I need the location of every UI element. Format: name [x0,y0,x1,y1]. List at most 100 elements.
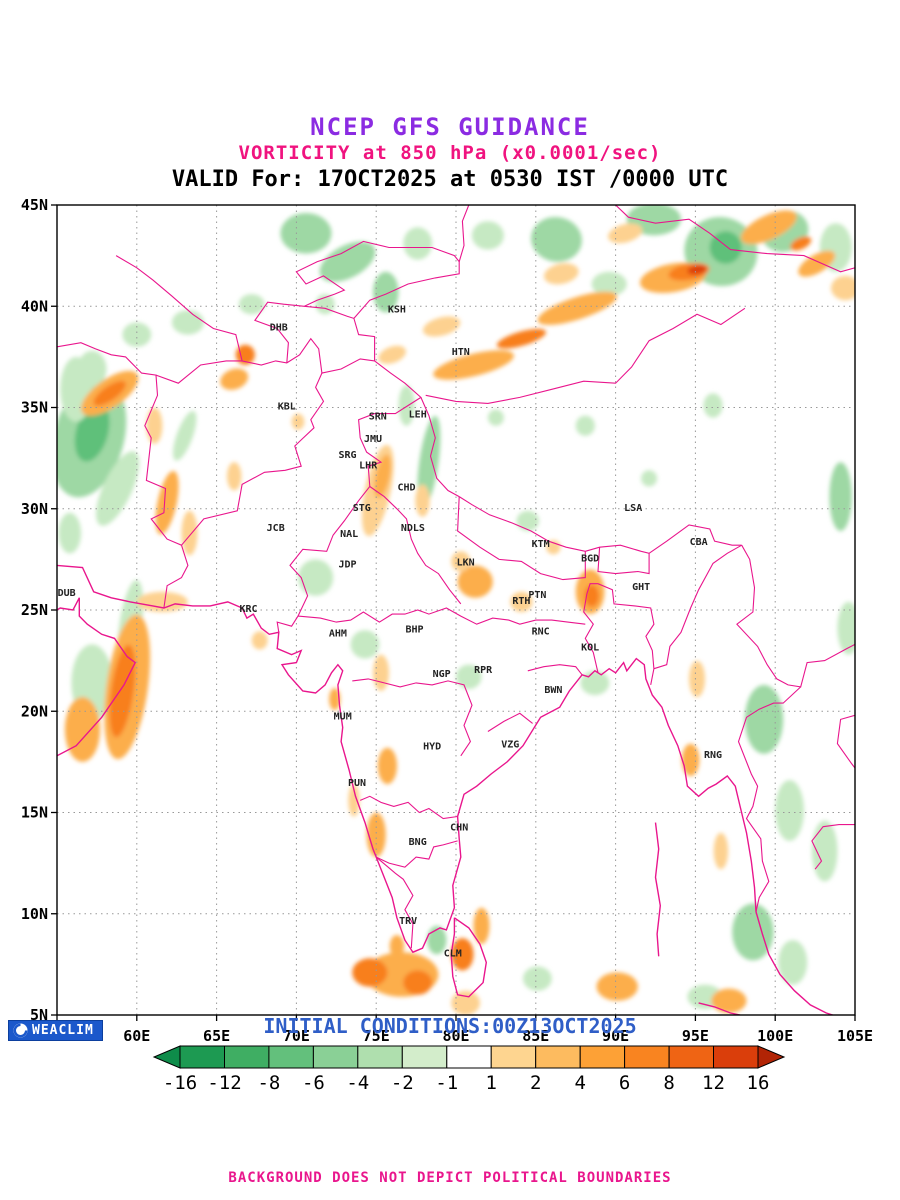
vorticity-patch [687,265,707,275]
lon-tick-label: 75E [363,1027,390,1045]
vorticity-patch [451,938,474,971]
colorbar-tick-label: 12 [702,1072,725,1094]
coastline [450,917,488,998]
vorticity-patch [329,688,341,711]
lon-tick-label: 105E [837,1027,873,1045]
vorticity-patch [641,470,658,487]
vorticity-patch [516,510,539,531]
colorbar-tick-label: 2 [530,1072,541,1094]
vorticity-patch [831,275,855,301]
border-line [585,524,742,554]
vorticity-patch [487,409,504,426]
colorbar-segment [624,1045,670,1069]
vorticity-patch [350,630,380,659]
colorbar-tick-label: 8 [663,1072,674,1094]
vorticity-patch [238,294,265,315]
vorticity-patch [496,328,546,349]
colorbar: -16 -12 -8 -6 -4 -2 -1 1 2 4 6 8 12 16 [152,1045,786,1094]
lat-tick-label: 35N [21,399,48,417]
city-label-PTN: PTN [528,590,546,601]
vorticity-patch [608,223,643,244]
city-label-DHB: DHB [270,323,288,334]
colorbar-segment [179,1045,225,1069]
colorbar-tick-label: -8 [257,1072,280,1094]
city-label-BNG: BNG [409,837,427,848]
colorbar-segment [668,1045,715,1069]
city-label-NGP: NGP [433,669,451,680]
vorticity-patch [740,210,797,245]
coastline [57,564,833,1015]
city-label-LEH: LEH [409,410,427,421]
colorbar-tick-label: -2 [391,1072,414,1094]
colorbar-segment [535,1045,581,1069]
lon-tick-label: 65E [203,1027,230,1045]
disclaimer: BACKGROUND DOES NOT DEPICT POLITICAL BOU… [228,1170,672,1186]
colorbar-segment [579,1045,626,1069]
coastline [57,597,137,757]
lat-tick-label: 15N [21,804,48,822]
border-line [836,714,855,769]
border-line [583,583,655,686]
vorticity-patch [732,903,774,961]
city-label-SRG: SRG [338,450,356,461]
city-label-LKN: LKN [457,557,475,568]
city-label-LHR: LHR [359,460,378,471]
vorticity-patch [172,410,197,461]
colorbar-tick-label: -4 [346,1072,369,1094]
city-label-JDP: JDP [338,560,356,571]
vorticity-patch [744,685,784,754]
colorbar-segment [224,1045,270,1069]
vorticity-patch [171,310,204,335]
vorticity-patch [681,743,700,777]
vorticity-patch [319,241,376,282]
border-line [295,240,460,319]
colorbar-arrow-left [152,1045,181,1069]
colorbar-tick-label: 16 [747,1072,770,1094]
lon-tick-label: 95E [682,1027,709,1045]
vorticity-patch [580,670,610,696]
colorbar-segment [401,1045,448,1069]
city-label-LSA: LSA [624,503,642,514]
border-line [369,486,462,605]
weaclim-logo-icon [13,1023,28,1038]
city-label-VZG: VZG [501,740,519,751]
city-label-CBA: CBA [690,537,708,548]
city-label-RPR: RPR [474,665,493,676]
city-label-GHT: GHT [632,582,650,593]
lat-tick-label: 30N [21,500,48,518]
lat-tick-label: 20N [21,702,48,720]
city-label-HTN: HTN [452,347,470,358]
colorbar-tick-label: -1 [435,1072,458,1094]
city-label-KBL: KBL [278,402,296,413]
border-line [653,544,742,670]
vorticity-patch [415,484,430,517]
vorticity-patch [422,316,461,337]
lon-tick-label: 60E [123,1027,150,1045]
vorticity-patch [798,250,836,277]
vorticity-patch [377,747,397,785]
city-label-PUN: PUN [348,778,366,789]
vorticity-patch [398,385,415,426]
city-label-KTM: KTM [532,539,550,550]
lat-tick-label: 40N [21,297,48,315]
lat-tick-label: 10N [21,905,48,923]
weaclim-badge[interactable]: WEACLIM [8,1020,103,1041]
vorticity-patch [291,413,305,430]
vorticity-patch [543,263,579,285]
colorbar-tick-label: 1 [485,1072,496,1094]
city-label-JMU: JMU [364,434,382,445]
lon-tick-label: 70E [283,1027,310,1045]
vorticity-patch [96,451,140,526]
lat-tick-label: 45N [21,196,48,214]
vorticity-map: 55E60E65E70E75E80E85E90E95E100E105E45N40… [21,196,873,1045]
colorbar-tick-label: -6 [302,1072,325,1094]
vorticity-patch [531,216,582,262]
colorbar-tick-label: 4 [574,1072,585,1094]
colorbar-segment [490,1045,537,1069]
vorticity-patch [471,221,504,250]
lon-tick-label: 90E [602,1027,629,1045]
border-line [458,205,470,262]
border-line [458,496,586,552]
city-label-NDLS: NDLS [401,523,425,534]
title-block: NCEP GFS GUIDANCE VORTICITY at 850 hPa (… [0,114,900,194]
